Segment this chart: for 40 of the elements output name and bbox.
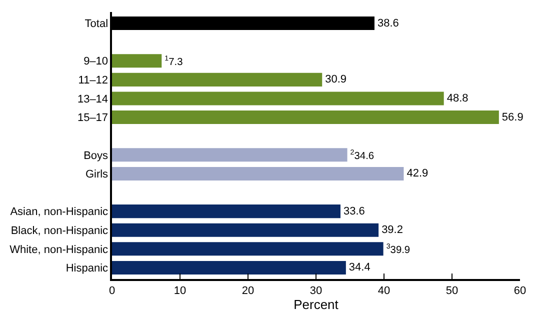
y-tick-label: White, non-Hispanic — [10, 244, 109, 256]
bar — [112, 148, 348, 162]
x-tick-label: 30 — [310, 284, 322, 297]
x-tick-label: 20 — [242, 284, 254, 297]
y-tick-label: Total — [84, 18, 108, 30]
bar — [112, 204, 340, 218]
bar — [112, 223, 379, 237]
data-label: 30.9 — [325, 74, 347, 86]
data-label: 39.2 — [382, 224, 403, 236]
x-tick-label: 60 — [514, 284, 526, 297]
bar — [112, 72, 322, 86]
data-label: 34.4 — [348, 262, 370, 274]
y-tick-label: Girls — [85, 168, 109, 181]
data-label: $^{2}$34.6 — [350, 148, 374, 162]
bar — [112, 166, 404, 180]
y-tick-label: Boys — [84, 150, 109, 162]
bar — [112, 242, 384, 256]
data-label: $^{3}$39.9 — [386, 242, 410, 256]
data-label: 33.6 — [343, 205, 365, 218]
data-label: 56.9 — [502, 111, 524, 124]
x-tick-label: 50 — [446, 284, 458, 297]
data-label: $^{1}$7.3 — [164, 54, 184, 68]
x-tick-label: 10 — [174, 284, 186, 297]
bar — [112, 92, 444, 106]
bar — [112, 260, 346, 274]
y-tick-label: Asian, non-Hispanic — [10, 206, 109, 218]
data-label: 38.6 — [377, 17, 399, 30]
y-tick-label: 9–10 — [84, 56, 108, 68]
data-label: 48.8 — [446, 92, 468, 104]
x-tick-label: 40 — [378, 284, 390, 297]
bar — [112, 110, 499, 124]
y-tick-label: Hispanic — [66, 262, 109, 275]
bar — [112, 54, 162, 68]
x-axis-title: Percent — [294, 297, 339, 312]
data-label: 42.9 — [406, 168, 428, 180]
y-tick-label: Black, non-Hispanic — [10, 224, 109, 237]
y-tick-label: 13–14 — [77, 93, 108, 106]
x-tick-label: 0 — [108, 284, 116, 297]
y-tick-label: 15–17 — [77, 112, 108, 124]
y-tick-label: 11–12 — [78, 74, 108, 87]
